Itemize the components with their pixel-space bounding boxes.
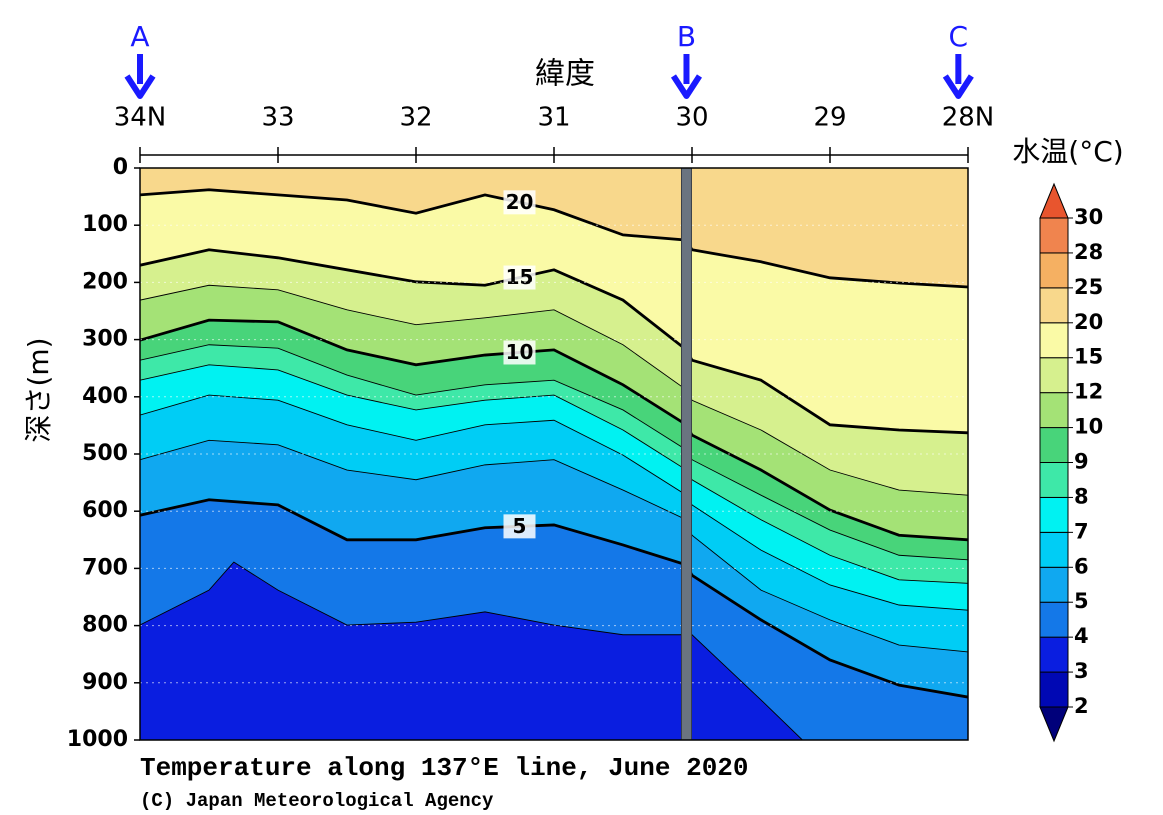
section-marker-label: B: [677, 20, 696, 53]
x-tick-label: 30: [675, 103, 708, 133]
plot-area: 20 15 10 5: [139, 167, 969, 741]
colorbar-tick-label: 4: [1074, 624, 1089, 648]
contour-label-bg: [503, 265, 536, 290]
y-axis-label: 深さ(m): [22, 337, 55, 442]
plot-inner: 20 15 10 5: [140, 168, 968, 740]
colorbar-tick-label: 5: [1074, 589, 1089, 613]
y-tick-label: 500: [82, 441, 128, 466]
isotherm: [140, 284, 968, 496]
colorbar-tick-label: 3: [1074, 659, 1089, 683]
colorbar-box: [1039, 322, 1069, 359]
colorbar-tick-label: 25: [1074, 275, 1103, 299]
colorbar-label: 水温(°C): [1012, 135, 1123, 168]
section-marker-head: [670, 74, 702, 99]
colorbar-tick-label: 2: [1074, 694, 1089, 718]
colorbar-tick-label: 20: [1074, 310, 1103, 334]
isotherm: [140, 561, 803, 740]
x-tick-label: 29: [813, 103, 846, 133]
colorbar-box: [1039, 531, 1069, 568]
colorbar-box: [1039, 566, 1069, 603]
contour-label-bg: [503, 514, 536, 539]
x-tick-label: 32: [399, 103, 432, 133]
x-tick-label: 31: [537, 103, 570, 133]
colorbar-box: [1039, 601, 1069, 638]
y-tick-label: 1000: [67, 727, 128, 752]
colorbar-box: [1039, 357, 1069, 394]
contour-label: 20: [506, 190, 534, 214]
y-tick-label: 800: [82, 613, 128, 638]
colorbar-box: [1039, 252, 1069, 289]
section-marker-head: [942, 74, 974, 99]
y-tick-label: 400: [82, 384, 128, 409]
x-axis-label: 緯度: [535, 57, 595, 92]
colorbar-tick-label: 7: [1074, 519, 1089, 543]
y-tick-label: 600: [82, 498, 128, 523]
colorbar-top-arrow: [1039, 182, 1069, 219]
x-tick-label: 33: [261, 103, 294, 133]
y-tick-label: 700: [82, 555, 128, 580]
colorbar-box: [1039, 462, 1069, 498]
y-tick-label: 0: [113, 155, 128, 180]
isotherm: [140, 439, 968, 653]
x-tick-label: 28N: [942, 103, 995, 133]
isotherm: [140, 188, 968, 289]
colorbar-tick-label: 12: [1074, 380, 1103, 404]
x-tick-label: 34N: [114, 103, 167, 133]
isotherm: [140, 394, 968, 611]
colorbar-tick-label: 9: [1074, 450, 1089, 474]
credit: (C) Japan Meteorological Agency: [140, 790, 494, 812]
y-tick-label: 200: [82, 269, 128, 294]
isotherm: [140, 344, 968, 561]
contour-label-bg: [503, 340, 536, 365]
colorbar-tick-label: 10: [1074, 415, 1103, 439]
colorbar-tick-label: 30: [1074, 205, 1103, 229]
chart-title: Temperature along 137°E line, June 2020: [140, 753, 749, 783]
isotherm: [140, 498, 968, 699]
contour-label: 10: [506, 340, 534, 364]
colorbar-tick-label: 15: [1074, 345, 1103, 369]
section-marker-label: A: [130, 20, 149, 53]
isotherm: [140, 364, 968, 584]
isotherm: [140, 318, 968, 542]
colorbar-box: [1039, 636, 1069, 673]
contour-label: 15: [506, 265, 534, 289]
temperature-band: [140, 562, 803, 740]
colorbar-box: [1039, 427, 1069, 464]
isotherm: [140, 248, 968, 435]
contour-label-bg: [503, 190, 536, 215]
section-boundary: [680, 167, 692, 741]
colorbar-tick-label: 28: [1074, 240, 1103, 264]
section-marker-label: C: [949, 20, 969, 53]
colorbar-box: [1039, 217, 1069, 254]
section-marker-head: [124, 74, 156, 99]
colorbar-tick-label: 8: [1074, 484, 1089, 508]
colorbar-box: [1039, 287, 1069, 324]
y-tick-label: 300: [82, 327, 128, 352]
colorbar-tick-label: 6: [1074, 554, 1089, 578]
colorbar-box: [1039, 392, 1069, 429]
colorbar-box: [1039, 496, 1069, 533]
contour-label: 5: [513, 514, 527, 538]
colorbar-bottom-arrow: [1039, 706, 1069, 743]
y-tick-label: 100: [82, 212, 128, 237]
y-tick-label: 900: [82, 670, 128, 695]
colorbar-box: [1039, 671, 1069, 708]
